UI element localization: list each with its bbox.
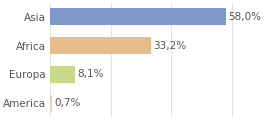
Text: 33,2%: 33,2% [153, 41, 186, 51]
Bar [50, 66, 74, 83]
Bar [50, 8, 226, 25]
Text: 0,7%: 0,7% [55, 98, 81, 108]
Bar [50, 95, 52, 112]
Text: 8,1%: 8,1% [77, 69, 104, 79]
Bar [50, 37, 151, 54]
Text: 58,0%: 58,0% [228, 12, 261, 22]
